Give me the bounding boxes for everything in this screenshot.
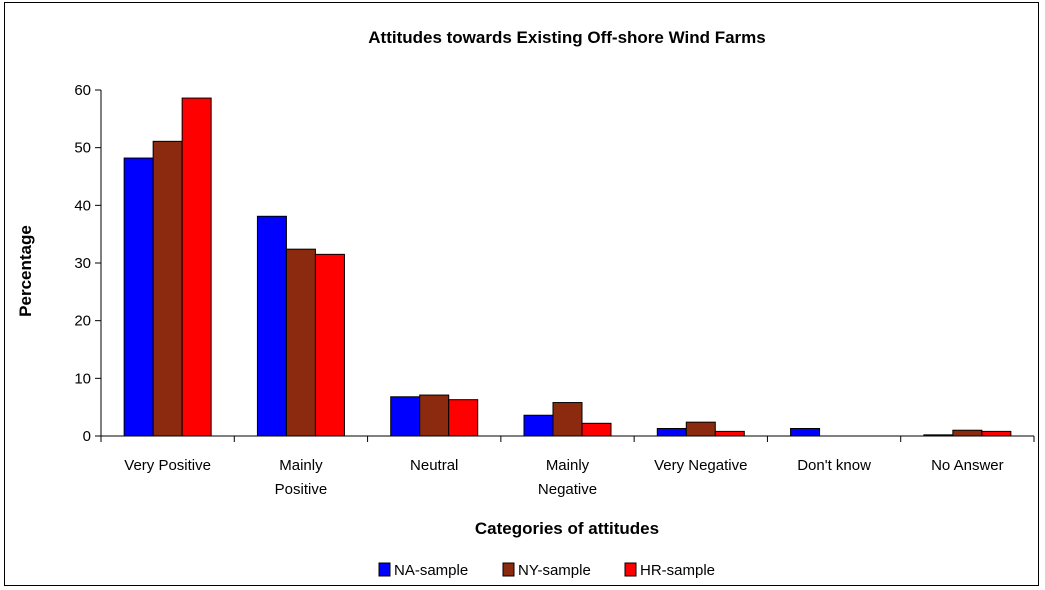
chart-title: Attitudes towards Existing Off-shore Win… [368,28,766,47]
bar [152,140,183,437]
x-tick-label-line: Very Positive [124,457,211,474]
y-tick-label: 40 [74,197,91,214]
x-tick-label-line: Don't know [797,457,871,474]
y-axis-title: Percentage [16,225,35,317]
y-tick-label: 50 [74,140,91,157]
bar [552,402,583,437]
bar [123,157,154,437]
bar [419,394,450,437]
bar [285,248,316,437]
bar [181,97,212,437]
x-axis-title: Categories of attitudes [475,519,659,538]
legend-swatch [502,562,515,577]
x-tick-label: Very Positive [124,457,211,474]
bar [685,421,716,437]
legend-label: NY-sample [518,562,591,579]
plot-area: 0 10 20 30 40 50 60 Very Positive Mainly Positive… [74,82,1035,498]
legend-label: HR-sample [640,562,715,579]
bar [256,215,287,437]
bar [390,396,421,437]
bar [581,422,612,437]
x-tick-label: Don't know [797,457,871,474]
legend-swatch [624,562,637,577]
bar [448,399,479,437]
bar [790,428,821,437]
x-tick-label: No Answer [931,457,1004,474]
bar [952,429,983,437]
x-tick-label-line: Neutral [410,457,458,474]
bar [314,253,345,437]
y-tick-label: 0 [83,428,91,445]
bar [656,428,687,437]
y-tick-label: 20 [74,313,91,330]
legend-swatch [378,562,391,577]
chart-frame: Attitudes towards Existing Off-shore Win… [4,2,1039,586]
x-tick-label: Mainly Positive [275,457,328,498]
x-tick-label-line: Mainly [279,457,323,474]
bar-chart: Attitudes towards Existing Off-shore Win… [16,28,1035,579]
x-tick-label-line: Very Negative [654,457,747,474]
bar [981,430,1012,437]
x-tick-label: Very Negative [654,457,747,474]
y-tick-label: 10 [74,370,91,387]
x-tick-label: Neutral [410,457,458,474]
legend: NA-sample NY-sample HR-sample [378,562,715,579]
bar [923,434,954,437]
x-tick-label-line: Negative [538,481,597,498]
x-tick-label-line: Positive [275,481,328,498]
y-tick-label: 60 [74,82,91,99]
y-tick-label: 30 [74,255,91,272]
legend-label: NA-sample [394,562,468,579]
x-tick-label-line: No Answer [931,457,1004,474]
bar [523,414,554,437]
x-tick-label-line: Mainly [546,457,590,474]
bar [714,430,745,437]
x-tick-label: Mainly Negative [538,457,597,498]
